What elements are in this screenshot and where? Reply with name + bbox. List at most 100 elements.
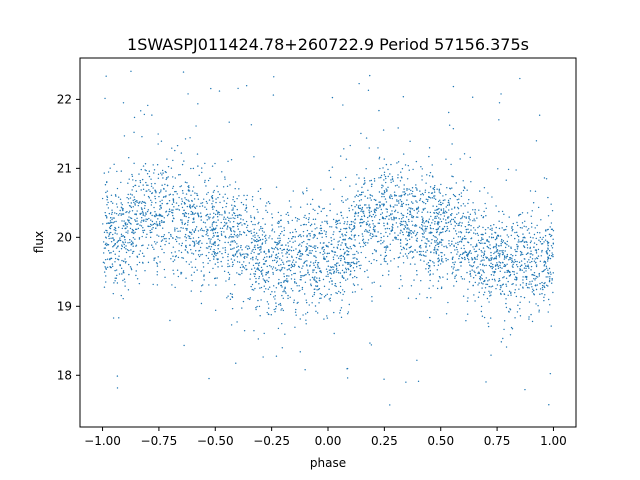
data-point (221, 252, 223, 255)
data-point (421, 200, 424, 203)
data-point (142, 165, 145, 167)
data-point (152, 164, 154, 166)
data-point (116, 274, 118, 277)
data-point (481, 315, 484, 317)
data-point (486, 297, 489, 300)
data-point (434, 236, 436, 238)
data-point (318, 287, 321, 290)
data-point (424, 189, 427, 191)
data-point (425, 228, 428, 230)
data-point (527, 264, 529, 266)
data-point (194, 229, 197, 232)
data-point (254, 236, 256, 239)
data-point (323, 256, 325, 258)
data-point (200, 216, 202, 218)
data-point (415, 207, 418, 210)
data-point (383, 158, 385, 160)
data-point (341, 269, 344, 272)
data-point (271, 254, 273, 256)
data-point (418, 246, 421, 248)
data-point (485, 264, 487, 267)
data-point (434, 249, 436, 251)
data-point (461, 253, 464, 255)
data-point (347, 254, 350, 256)
data-point (148, 170, 151, 172)
data-point (103, 231, 106, 234)
data-point (105, 242, 107, 245)
data-point (467, 228, 469, 231)
data-point (473, 218, 475, 220)
data-point (291, 256, 293, 258)
data-point (300, 235, 302, 238)
data-point (152, 223, 155, 226)
data-point (112, 246, 114, 248)
data-point (103, 262, 106, 264)
data-point (453, 266, 455, 268)
data-point (216, 258, 219, 261)
data-point (277, 211, 280, 214)
data-point (480, 305, 483, 308)
data-point (414, 249, 416, 252)
data-point (162, 172, 164, 174)
data-point (321, 232, 323, 235)
data-point (419, 199, 421, 202)
data-point (498, 119, 500, 121)
data-point (538, 275, 541, 277)
data-point (155, 227, 157, 230)
data-point (343, 277, 345, 279)
data-point (141, 261, 144, 264)
data-point (172, 194, 174, 196)
data-point (210, 196, 213, 198)
data-point (215, 198, 217, 200)
data-point (141, 210, 144, 212)
data-point (145, 236, 147, 239)
data-point (187, 199, 189, 201)
data-point (163, 234, 166, 236)
data-point (363, 183, 365, 185)
y-axis-label: flux (32, 231, 46, 253)
data-point (490, 294, 492, 296)
data-point (156, 265, 159, 267)
data-point (440, 220, 443, 223)
data-point (154, 195, 156, 198)
data-point (505, 179, 507, 181)
data-point (376, 204, 378, 206)
data-point (463, 235, 466, 237)
data-point (161, 248, 163, 251)
data-point (446, 273, 449, 275)
data-point (483, 250, 486, 252)
data-point (300, 275, 302, 277)
data-point (391, 213, 393, 215)
data-point (161, 174, 163, 176)
data-point (111, 211, 113, 214)
data-point (349, 185, 351, 187)
data-point (524, 220, 526, 222)
data-point (203, 274, 205, 276)
data-point (380, 239, 382, 242)
data-point (321, 293, 323, 296)
data-point (385, 208, 387, 210)
data-point (123, 246, 126, 249)
data-point (424, 207, 426, 210)
data-point (391, 228, 393, 230)
data-point (417, 207, 419, 209)
data-point (155, 213, 157, 215)
data-point (540, 243, 543, 245)
data-point (281, 244, 284, 246)
data-point (326, 315, 328, 317)
data-point (184, 249, 186, 251)
data-point (161, 169, 164, 172)
data-point (308, 217, 310, 219)
data-point (177, 230, 179, 233)
data-point (133, 116, 136, 119)
data-point (465, 238, 467, 240)
data-point (250, 220, 253, 223)
data-point (530, 240, 532, 242)
data-point (454, 261, 456, 263)
data-point (508, 245, 510, 247)
data-point (427, 267, 430, 270)
data-point (224, 176, 226, 178)
data-point (453, 227, 455, 230)
data-point (251, 196, 254, 198)
data-point (278, 264, 280, 267)
